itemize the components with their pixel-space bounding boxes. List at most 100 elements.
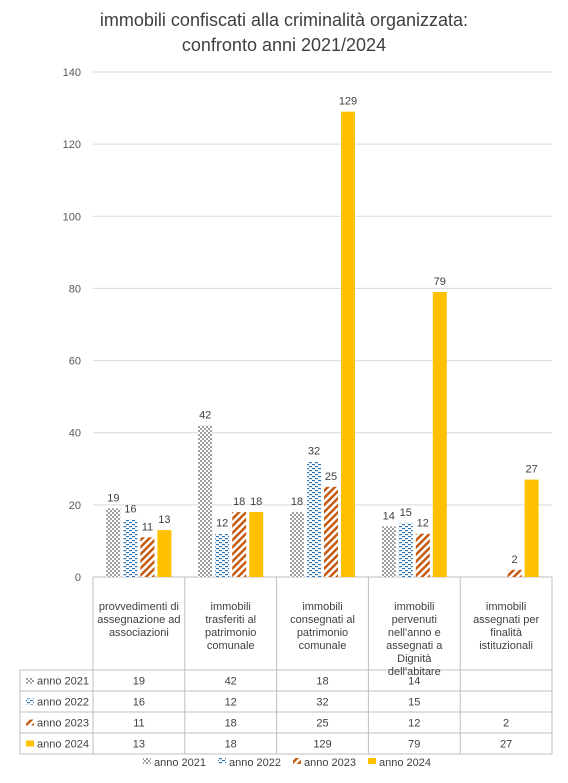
y-tick-label: 0 [75,572,81,584]
bar [524,479,539,577]
table-legend-key [26,698,34,705]
data-label: 12 [216,518,228,530]
bar [432,292,447,577]
table-cell: 129 [313,739,331,751]
table-series-name: anno 2022 [37,697,89,709]
category-label: immobili [394,601,434,613]
data-label: 27 [525,464,537,476]
data-label: 11 [142,521,153,533]
table-cell: 2 [503,718,509,730]
legend-key [218,758,226,764]
category-label: assegnazione ad [97,614,180,626]
table-cell: 25 [316,718,328,730]
bar [249,512,264,577]
bar [157,530,172,577]
table-series-name: anno 2023 [37,718,89,730]
table-series-name: anno 2024 [37,739,89,751]
table-cell: 11 [133,718,144,730]
legend-label: anno 2024 [379,757,431,769]
bar [398,522,413,577]
bar [341,111,355,577]
legend-label: anno 2023 [304,757,356,769]
table-series-name: anno 2021 [37,676,89,688]
data-label: 15 [400,507,412,519]
category-label: dell'abitare [388,666,441,678]
chart-title: immobili confiscati alla criminalità org… [0,8,568,58]
category-label: patrimonio [297,627,348,639]
y-tick-label: 60 [69,356,81,368]
bar [381,526,396,577]
data-label: 18 [291,496,303,508]
table-cell: 42 [225,676,237,688]
legend-label: anno 2021 [154,757,206,769]
table-cell: 15 [408,697,420,709]
table-cell: 18 [225,718,237,730]
table-cell: 19 [133,676,145,688]
bar [106,508,121,577]
data-label: 12 [417,518,429,530]
chart-title-line-2: confronto anni 2021/2024 [181,35,387,55]
category-label: patrimonio [205,627,256,639]
data-label: 13 [158,514,170,526]
category-label: provvedimenti di [99,601,179,613]
bar [324,486,338,577]
bar [198,425,213,577]
data-label: 129 [339,96,357,108]
table-cell: 18 [225,739,237,751]
category-label: istituzionali [479,640,533,652]
category-label: comunale [299,640,347,652]
bar [215,533,230,577]
legend-key [293,758,301,764]
category-label: nell'anno e [388,627,441,639]
data-label: 14 [383,511,395,523]
bar [140,537,155,577]
category-label: consegnati al [290,614,355,626]
data-label: 19 [107,492,119,504]
y-tick-label: 120 [63,139,81,151]
chart-title-line-1: immobili confiscati alla criminalità org… [99,10,469,30]
category-label: immobili [302,601,342,613]
category-label: pervenuti [392,614,437,626]
table-cell: 18 [316,676,328,688]
category-label: trasferiti al [205,614,256,626]
data-label: 2 [512,554,518,566]
bar [415,533,430,577]
category-label: assegnati a [386,640,443,652]
table-legend-key [26,677,34,684]
bar [290,512,304,577]
table-cell: 14 [408,676,420,688]
data-label: 32 [308,446,320,458]
y-tick-label: 20 [69,500,81,512]
data-label: 42 [199,410,211,422]
category-label: finalità [490,627,523,639]
category-label: associazioni [109,627,169,639]
legend-label: anno 2022 [229,757,281,769]
bar [307,461,321,577]
legend-key [368,758,376,764]
table-legend-key [26,740,34,747]
category-label: assegnati per [473,614,539,626]
y-tick-label: 40 [69,428,81,440]
data-label: 25 [325,471,337,483]
bar [123,519,138,577]
category-label: immobili [211,601,251,613]
data-label: 18 [250,496,262,508]
data-label: 18 [233,496,245,508]
category-label: immobili [486,601,526,613]
y-tick-label: 80 [69,283,81,295]
table-cell: 12 [225,697,237,709]
data-label: 16 [124,503,136,515]
bar [232,512,247,577]
table-cell: 27 [500,739,512,751]
category-label: comunale [207,640,255,652]
table-cell: 16 [133,697,145,709]
category-label: Dignità [397,653,432,665]
table-legend-key [26,719,34,726]
legend-key [143,758,151,764]
table-cell: 32 [316,697,328,709]
table-cell: 12 [408,718,420,730]
table-cell: 13 [133,739,145,751]
y-tick-label: 140 [63,67,81,79]
